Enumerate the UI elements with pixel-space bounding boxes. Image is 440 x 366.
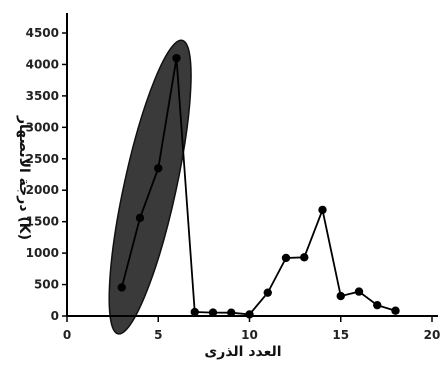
data-point <box>190 307 199 317</box>
y-tick-label: 0 <box>51 309 59 323</box>
data-point <box>172 53 181 63</box>
y-tick-label: 500 <box>34 278 59 292</box>
y-tick-label: 2000 <box>26 183 59 197</box>
series-line <box>120 58 396 316</box>
y-tick-label: 1500 <box>26 215 59 229</box>
data-point <box>336 291 345 301</box>
y-tick-label: 1000 <box>26 246 59 260</box>
data-point <box>391 306 400 315</box>
data-point <box>208 308 218 317</box>
y-tick-label: 3500 <box>26 89 59 103</box>
data-point <box>245 310 254 319</box>
x-tick-label: 10 <box>241 328 258 342</box>
data-point <box>135 213 145 223</box>
y-axis-title: درجة الانصهار (K) <box>16 115 32 240</box>
data-point <box>117 283 126 292</box>
x-tick-label: 20 <box>424 328 440 342</box>
y-tick-label: 4500 <box>26 26 59 40</box>
data-point <box>154 164 163 173</box>
data-point <box>263 288 272 297</box>
highlight-ellipse <box>108 39 192 335</box>
y-tick-label: 3000 <box>26 120 59 134</box>
data-point <box>281 253 291 263</box>
data-point <box>227 308 236 317</box>
data-point <box>354 287 364 296</box>
y-tick-label: 4000 <box>26 57 59 71</box>
y-tick-label: 2500 <box>26 152 59 166</box>
x-axis-title: العدد الذرى <box>204 344 281 360</box>
data-point <box>300 253 309 262</box>
data-point <box>373 300 382 310</box>
x-tick-label: 0 <box>63 328 71 342</box>
data-point <box>318 205 327 215</box>
x-tick-label: 5 <box>154 328 162 342</box>
x-tick-label: 15 <box>332 328 349 342</box>
plot-area: 0 500 1000 1500 2000 2500 3000 3500 4000 4500 0 5 10… <box>26 13 440 342</box>
